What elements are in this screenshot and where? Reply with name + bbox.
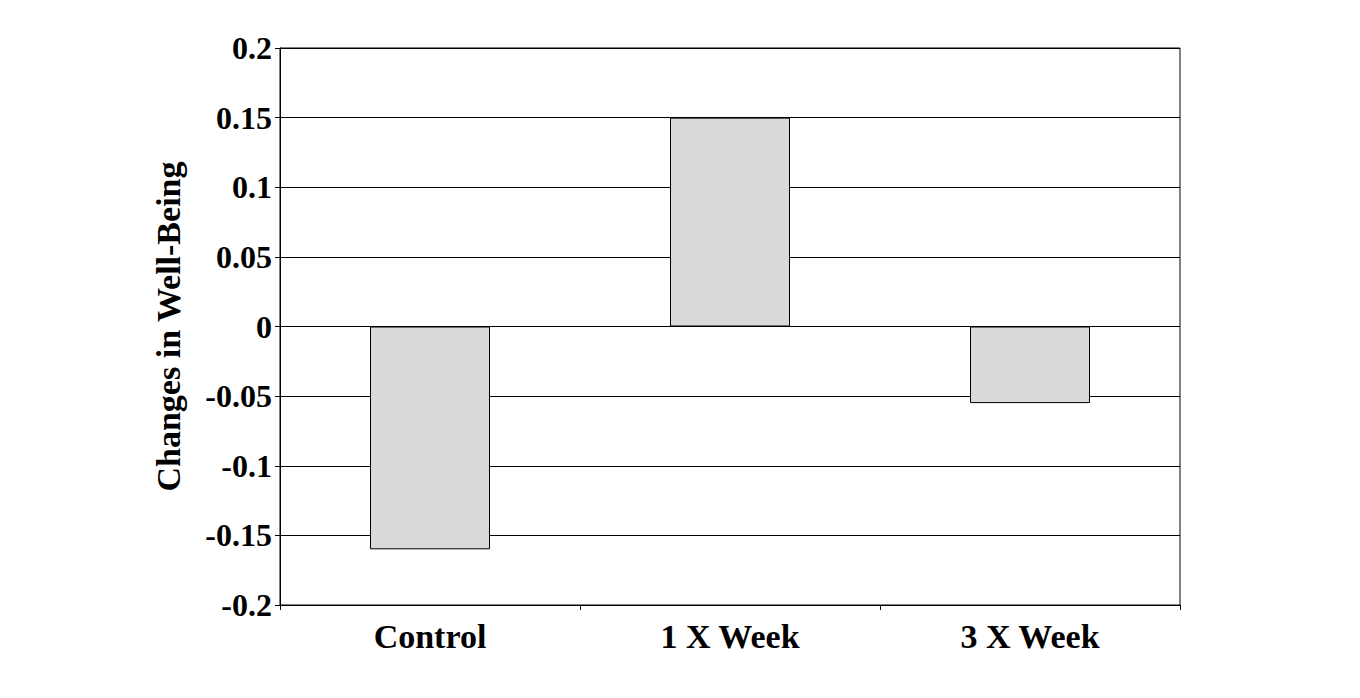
svg-text:-0.15: -0.15 [205, 517, 272, 553]
svg-text:0.15: 0.15 [216, 100, 272, 136]
svg-text:-0.1: -0.1 [221, 448, 272, 484]
svg-text:0.1: 0.1 [232, 169, 272, 205]
svg-text:Control: Control [374, 618, 487, 655]
svg-text:1 X Week: 1 X Week [660, 618, 799, 655]
svg-text:Changes in Well-Being: Changes in Well-Being [150, 162, 187, 492]
svg-text:0.05: 0.05 [216, 239, 272, 275]
svg-text:0: 0 [256, 309, 272, 345]
svg-text:-0.05: -0.05 [205, 378, 272, 414]
svg-text:0.2: 0.2 [232, 30, 272, 66]
svg-text:3 X Week: 3 X Week [960, 618, 1099, 655]
svg-text:-0.2: -0.2 [221, 587, 272, 623]
